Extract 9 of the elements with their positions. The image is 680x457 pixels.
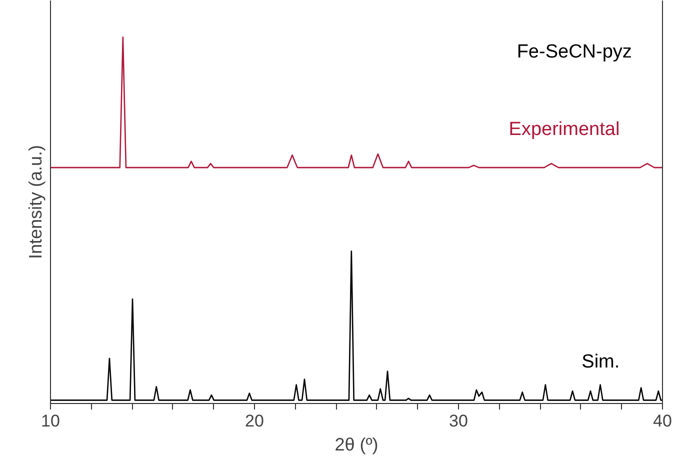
series-label: Sim. xyxy=(582,352,620,373)
x-axis-title: 2θ (º) xyxy=(334,434,378,454)
y-axis-title: Intensity (a.u.) xyxy=(26,144,46,260)
x-tick-label: 40 xyxy=(653,412,672,430)
x-tick-label: 30 xyxy=(449,412,468,430)
series-label: Experimental xyxy=(508,119,620,140)
x-tick-label: 20 xyxy=(245,412,264,430)
annotation: Fe-SeCN-pyz xyxy=(516,41,632,62)
x-tick-label: 10 xyxy=(41,412,60,430)
